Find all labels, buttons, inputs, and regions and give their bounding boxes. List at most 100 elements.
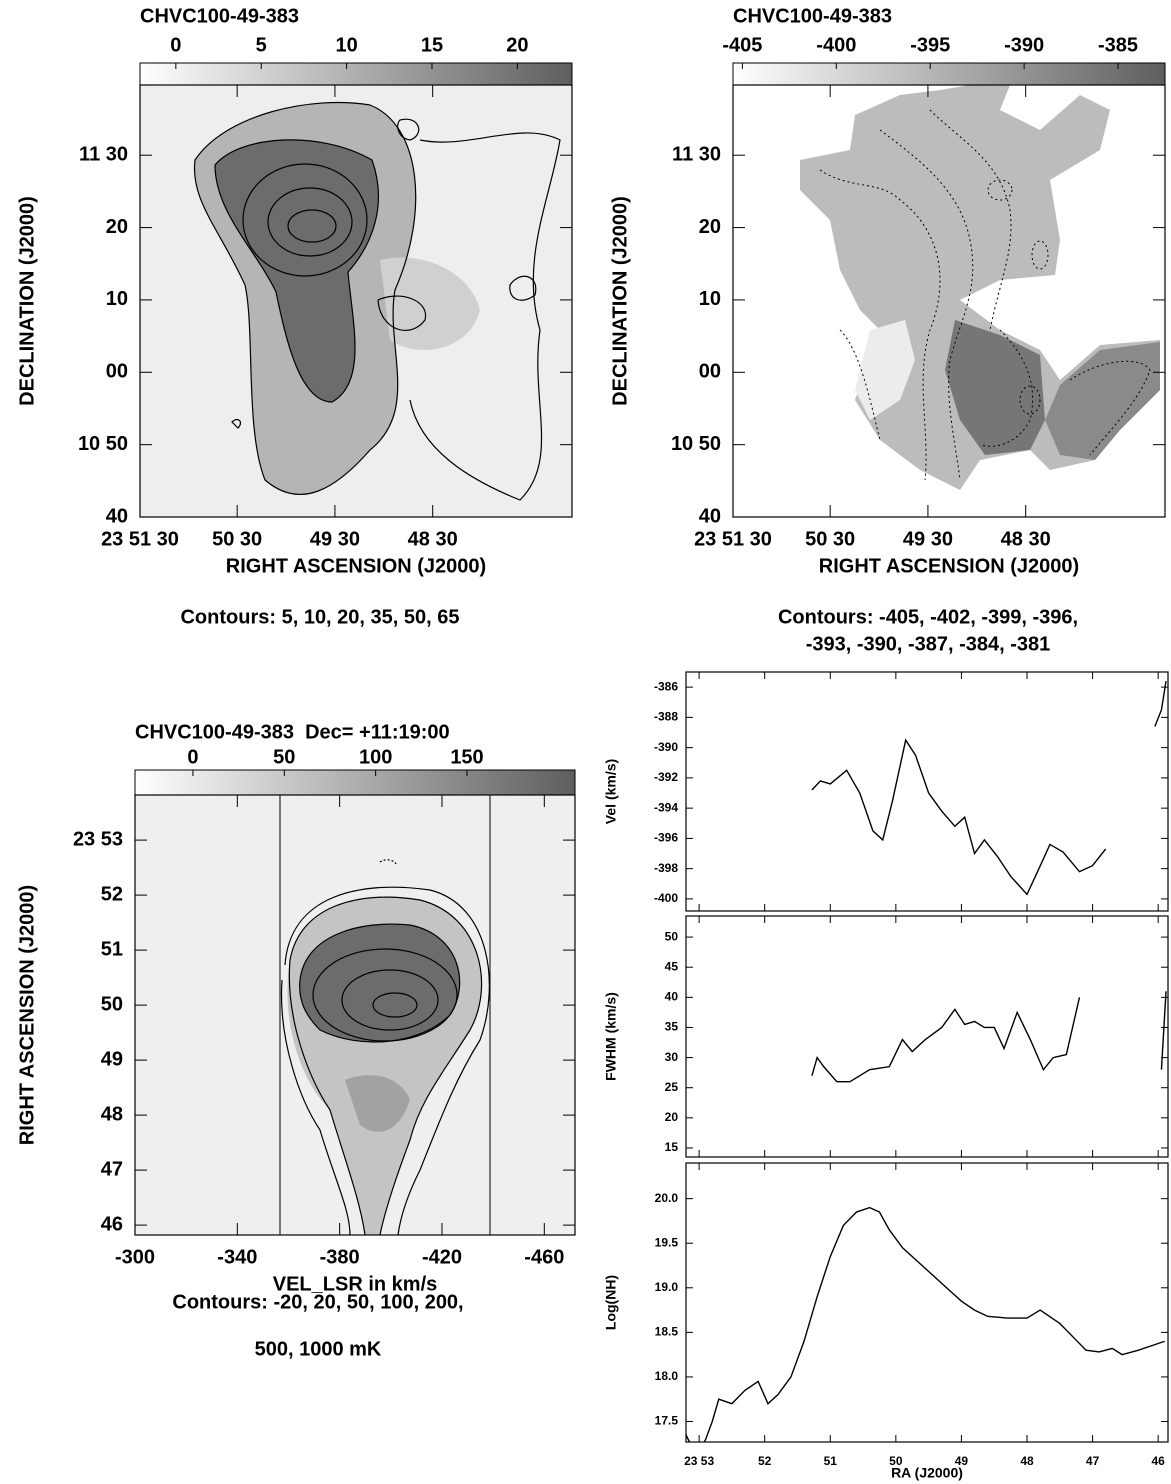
map-region xyxy=(855,320,915,420)
x-tick-label: 52 xyxy=(758,1454,772,1468)
y-tick-label: -388 xyxy=(654,710,678,724)
y-tick-label: 40 xyxy=(665,990,679,1004)
x-tick-label: 50 30 xyxy=(805,528,855,550)
y-axis-title: RIGHT ASCENSION (J2000) xyxy=(16,885,38,1145)
colorbar-tick-label: 15 xyxy=(421,34,443,56)
x-tick-label: 49 xyxy=(955,1454,969,1468)
y-tick-label: 47 xyxy=(101,1158,123,1180)
caption: Contours: 5, 10, 20, 35, 50, 65 xyxy=(180,606,459,628)
colorbar-tick-label: -390 xyxy=(1004,34,1044,56)
colorbar-tick-label: 0 xyxy=(187,746,198,768)
y-tick-label: 20 xyxy=(106,216,128,238)
y-tick-label: -400 xyxy=(654,891,678,905)
map-region xyxy=(1045,342,1160,460)
y-tick-label: 50 xyxy=(101,993,123,1015)
caption: 500, 1000 mK xyxy=(255,1338,382,1360)
y-tick-label: 40 xyxy=(106,505,128,527)
x-tick-label: 48 30 xyxy=(408,528,458,550)
x-tick-label: 50 30 xyxy=(212,528,262,550)
y-tick-label: 35 xyxy=(665,1020,679,1034)
colorbar xyxy=(732,62,1166,86)
y-tick-label: 49 xyxy=(101,1048,123,1070)
x-tick-label: 51 xyxy=(824,1454,838,1468)
y-tick-label: 11 30 xyxy=(79,143,128,165)
map-region xyxy=(299,924,460,1042)
y-axis-title: DECLINATION (J2000) xyxy=(16,196,38,406)
panel-title: CHVC100-49-383 Dec= +11:19:00 xyxy=(135,721,450,743)
colorbar-tick-label: 150 xyxy=(450,746,483,768)
x-axis-title: RIGHT ASCENSION (J2000) xyxy=(819,555,1079,577)
y-tick-label: 00 xyxy=(699,361,721,383)
y-tick-label: 10 50 xyxy=(78,433,128,455)
y-tick-label: -386 xyxy=(654,679,678,693)
pv-map xyxy=(135,795,575,1235)
panel-title: CHVC100-49-383 xyxy=(733,5,892,27)
plot-frame xyxy=(685,671,1169,912)
y-tick-label: 48 xyxy=(101,1103,123,1125)
plot-frame xyxy=(134,794,576,1236)
y-tick-label: 52 xyxy=(101,883,123,905)
y-tick-label: 19.0 xyxy=(655,1280,679,1294)
y-tick-label: 10 xyxy=(699,288,721,310)
y-tick-label: 46 xyxy=(101,1213,123,1235)
colorbar-tick-label: -405 xyxy=(722,34,762,56)
y-tick-label: -396 xyxy=(654,831,678,845)
colorbar-tick-label: -385 xyxy=(1098,34,1138,56)
colorbar-tick-label: 100 xyxy=(359,746,392,768)
y-tick-label: 40 xyxy=(699,505,721,527)
x-axis-title: VEL_LSR in km/s xyxy=(273,1273,438,1295)
y-tick-label: 10 xyxy=(106,288,128,310)
colorbar-tick-label: -395 xyxy=(910,34,950,56)
x-tick-label: 49 30 xyxy=(903,528,953,550)
contours xyxy=(193,101,561,501)
caption: Contours: -20, 20, 50, 100, 200, xyxy=(172,1291,463,1313)
x-tick-label: -460 xyxy=(524,1246,564,1268)
colorbar xyxy=(139,62,573,86)
x-tick-label: 48 30 xyxy=(1001,528,1051,550)
panel-title: CHVC100-49-383 xyxy=(140,5,299,27)
y-tick-label: 20 xyxy=(665,1110,679,1124)
map-region xyxy=(380,257,480,350)
colorbar-tick-label: 10 xyxy=(335,34,357,56)
y-axis-title: FWHM (km/s) xyxy=(603,992,619,1081)
y-tick-label: 20 xyxy=(699,216,721,238)
map-region xyxy=(345,1075,410,1132)
velocity-map xyxy=(800,85,1160,490)
colorbar-tick-label: -400 xyxy=(816,34,856,56)
x-tick-label: -300 xyxy=(115,1246,155,1268)
x-tick-label: 49 30 xyxy=(310,528,360,550)
y-tick-label: 10 50 xyxy=(671,433,721,455)
y-tick-label: 20.0 xyxy=(655,1191,679,1205)
plot-frame xyxy=(139,84,573,518)
y-tick-label: 15 xyxy=(665,1140,679,1154)
x-tick-label: 23 51 30 xyxy=(694,528,772,550)
data-line xyxy=(686,1206,1165,1442)
y-tick-label: 25 xyxy=(665,1080,679,1094)
y-tick-label: 19.5 xyxy=(655,1235,679,1249)
contours xyxy=(819,109,1151,481)
y-tick-label: 45 xyxy=(665,959,679,973)
y-axis-title: Vel (km/s) xyxy=(603,759,619,824)
plot-frame xyxy=(685,1162,1169,1443)
y-tick-label: -394 xyxy=(654,800,678,814)
x-tick-label: 46 xyxy=(1151,1454,1165,1468)
x-tick-label: -340 xyxy=(217,1246,257,1268)
colorbar xyxy=(134,769,576,796)
y-tick-label: 30 xyxy=(665,1050,679,1064)
colorbar-tick-label: 5 xyxy=(256,34,267,56)
x-tick-label: 23 53 xyxy=(684,1454,714,1468)
y-tick-label: -390 xyxy=(654,740,678,754)
caption: -393, -390, -387, -384, -381 xyxy=(806,633,1051,655)
y-axis-title: Log(NH) xyxy=(603,1275,619,1330)
caption: Contours: -405, -402, -399, -396, xyxy=(778,606,1078,628)
y-tick-label: 17.5 xyxy=(655,1414,679,1428)
y-tick-label: -392 xyxy=(654,770,678,784)
x-tick-label: -380 xyxy=(320,1246,360,1268)
map-region xyxy=(945,320,1045,455)
plot-frame xyxy=(732,84,1166,518)
intensity-map xyxy=(140,85,572,517)
y-tick-label: 50 xyxy=(665,929,679,943)
x-axis-title: RA (J2000) xyxy=(891,1465,963,1481)
y-tick-label: -398 xyxy=(654,861,678,875)
